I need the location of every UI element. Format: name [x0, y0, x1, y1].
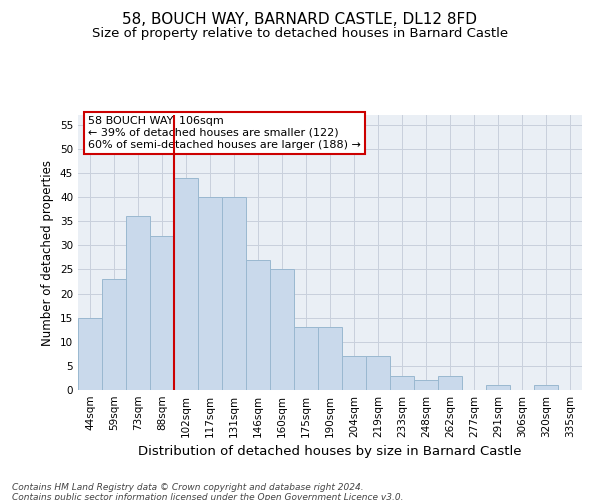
- Text: Size of property relative to detached houses in Barnard Castle: Size of property relative to detached ho…: [92, 28, 508, 40]
- Y-axis label: Number of detached properties: Number of detached properties: [41, 160, 55, 346]
- Text: 58, BOUCH WAY, BARNARD CASTLE, DL12 8FD: 58, BOUCH WAY, BARNARD CASTLE, DL12 8FD: [122, 12, 478, 28]
- Bar: [342, 356, 366, 390]
- Bar: [270, 270, 294, 390]
- Text: Contains public sector information licensed under the Open Government Licence v3: Contains public sector information licen…: [12, 492, 404, 500]
- Bar: [198, 197, 222, 390]
- Text: 58 BOUCH WAY: 106sqm
← 39% of detached houses are smaller (122)
60% of semi-deta: 58 BOUCH WAY: 106sqm ← 39% of detached h…: [88, 116, 361, 150]
- Bar: [318, 328, 342, 390]
- Bar: [390, 376, 414, 390]
- Bar: [486, 385, 510, 390]
- Text: Contains HM Land Registry data © Crown copyright and database right 2024.: Contains HM Land Registry data © Crown c…: [12, 482, 364, 492]
- Bar: [414, 380, 438, 390]
- Bar: [366, 356, 390, 390]
- Bar: [534, 385, 558, 390]
- Bar: [150, 236, 174, 390]
- Bar: [78, 318, 102, 390]
- Bar: [246, 260, 270, 390]
- Bar: [174, 178, 198, 390]
- X-axis label: Distribution of detached houses by size in Barnard Castle: Distribution of detached houses by size …: [138, 446, 522, 458]
- Bar: [126, 216, 150, 390]
- Bar: [294, 328, 318, 390]
- Bar: [222, 197, 246, 390]
- Bar: [438, 376, 462, 390]
- Bar: [102, 279, 126, 390]
